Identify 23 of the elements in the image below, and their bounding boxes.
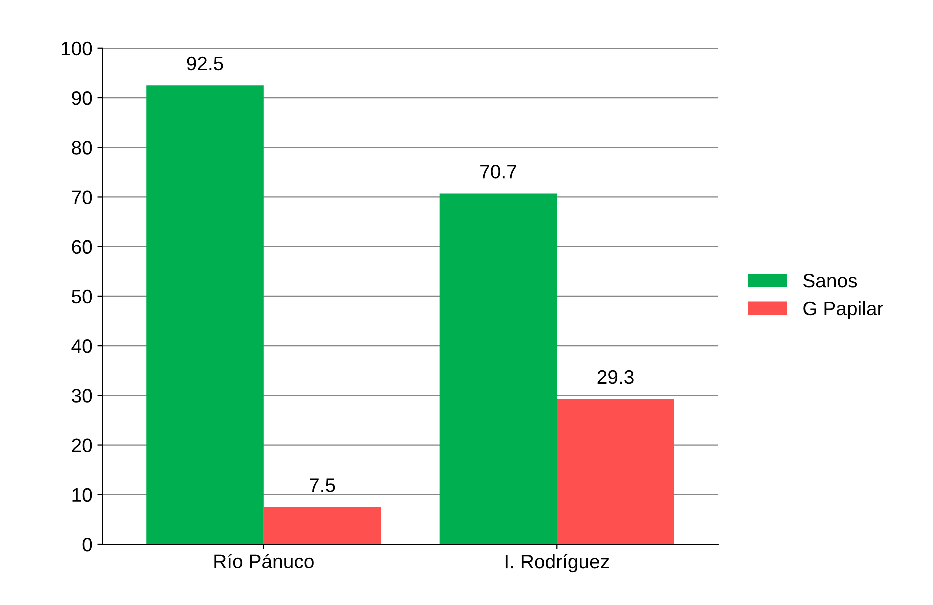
bar [440, 194, 558, 544]
legend-label: Sanos [804, 274, 858, 288]
y-tick-label: 80 [72, 141, 92, 155]
y-tick-label: 10 [72, 488, 92, 502]
data-label: 29.3 [598, 370, 634, 384]
legend-label: G Papilar [804, 301, 884, 320]
y-tick-label: 20 [72, 438, 92, 453]
y-tick-label: 90 [72, 91, 92, 106]
y-tick-label: 50 [72, 290, 92, 304]
x-tick-label: I. Rodríguez [506, 554, 610, 573]
data-label: 92.5 [187, 56, 224, 71]
y-tick-label: 30 [72, 389, 92, 403]
x-tick-label: Río Pánuco [214, 554, 314, 569]
y-tick-label: 70 [72, 190, 92, 204]
y-tick-label: 0 [82, 538, 92, 552]
bar [146, 86, 264, 544]
bar [264, 507, 382, 544]
y-tick-label: 100 [62, 42, 92, 56]
y-tick-label: 60 [72, 240, 92, 254]
data-label: 7.5 [310, 478, 336, 492]
y-tick-label: 40 [72, 340, 92, 354]
bar [557, 399, 674, 544]
data-label: 70.7 [480, 165, 516, 179]
